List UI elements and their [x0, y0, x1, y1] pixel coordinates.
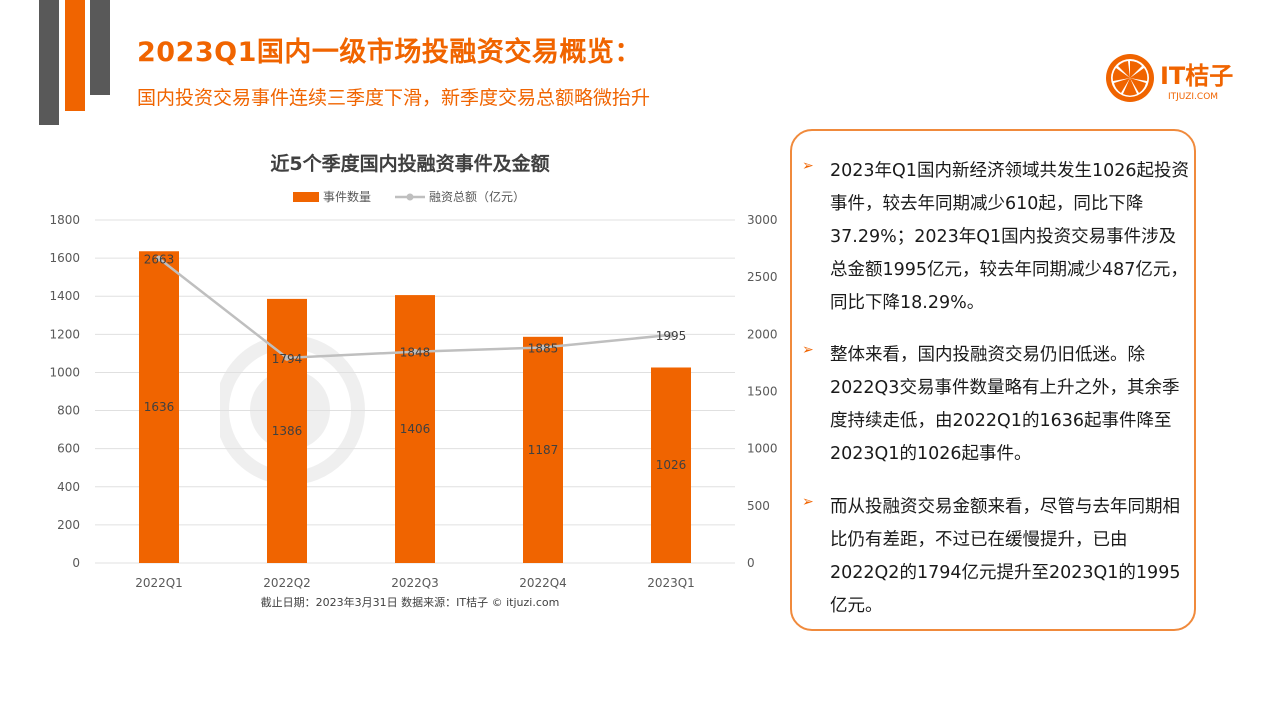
bar-2022Q3: [395, 295, 435, 563]
y-left-tick-label: 1800: [49, 213, 80, 227]
summary-bullet-2: ➢ 整体来看，国内投融资交易仍旧低迷。除2022Q3交易事件数量略有上升之外，其…: [802, 339, 1192, 471]
x-tick-label: 2022Q3: [391, 576, 439, 590]
summary-text-1: 2023年Q1国内新经济领域共发生1026起投资事件，较去年同期减少610起，同…: [830, 161, 1189, 313]
arrow-bullet-icon: ➢: [802, 494, 814, 510]
summary-panel: ➢ 2023年Q1国内新经济领域共发生1026起投资事件，较去年同期减少610起…: [790, 129, 1196, 631]
y-right-tick-label: 1500: [747, 385, 778, 399]
summary-bullet-1: ➢ 2023年Q1国内新经济领域共发生1026起投资事件，较去年同期减少610起…: [802, 155, 1192, 320]
logo-subtext: ITJUZI.COM: [1168, 92, 1219, 102]
legend-swatch-bar: [293, 192, 319, 202]
x-tick-label: 2022Q2: [263, 576, 311, 590]
y-right-tick-label: 2500: [747, 270, 778, 284]
brand-logo: IT桔子 ITJUZI.COM: [1104, 52, 1244, 108]
legend-label-line: 融资总额（亿元）: [429, 189, 525, 204]
quarterly-chart: 近5个季度国内投融资事件及金额 事件数量 融资总额（亿元） 0 200 400 600…: [49, 152, 778, 609]
line-point-2022Q1: [156, 255, 162, 262]
decor-bar-left: [39, 0, 59, 125]
line-data-label: 1848: [400, 346, 431, 360]
summary-text-2: 整体来看，国内投融资交易仍旧低迷。除2022Q3交易事件数量略有上升之外，其余季…: [830, 345, 1180, 464]
x-tick-label: 2023Q1: [647, 576, 695, 590]
chart-source-note: 截止日期：2023年3月31日 数据来源：IT桔子 © itjuzi.com: [261, 595, 560, 609]
y-right-tick-label: 1000: [747, 442, 778, 456]
line-data-label: 1794: [272, 352, 303, 366]
logo-text: IT桔子: [1160, 62, 1234, 90]
line-point-2022Q2: [284, 354, 290, 361]
y-right-tick-label: 3000: [747, 213, 778, 227]
line-point-2022Q4: [540, 344, 546, 351]
bar-2023Q1: [651, 367, 691, 563]
line-data-label: 1995: [656, 329, 687, 343]
chart-title: 近5个季度国内投融资事件及金额: [270, 152, 549, 175]
bar-2022Q4: [523, 336, 563, 563]
line-point-2023Q1: [668, 331, 674, 338]
y-left-tick-label: 1000: [49, 365, 80, 379]
x-tick-label: 2022Q4: [519, 576, 567, 590]
arrow-bullet-icon: ➢: [802, 342, 814, 358]
bar-data-label: 1187: [528, 443, 559, 457]
bar-data-label: 1386: [272, 424, 303, 438]
decor-bar-right: [90, 0, 110, 95]
decor-bar-middle: [65, 0, 85, 111]
bar-data-label: 1636: [144, 400, 175, 414]
summary-text-3: 而从投融资交易金额来看，尽管与去年同期相比仍有差距，不过已在缓慢提升，已由202…: [830, 497, 1181, 616]
bar-2022Q1: [139, 251, 179, 564]
chart-legend: 事件数量 融资总额（亿元）: [293, 189, 525, 204]
y-right-tick-label: 500: [747, 499, 770, 513]
arrow-bullet-icon: ➢: [802, 158, 814, 174]
y-left-tick-label: 1200: [49, 327, 80, 341]
y-left-tick-label: 600: [57, 442, 80, 456]
y-left-tick-label: 0: [72, 556, 80, 570]
y-left-tick-label: 1400: [49, 289, 80, 303]
summary-bullet-3: ➢ 而从投融资交易金额来看，尽管与去年同期相比仍有差距，不过已在缓慢提升，已由2…: [802, 491, 1192, 623]
line-data-label: 2663: [144, 253, 175, 267]
legend-swatch-marker: [406, 193, 414, 201]
y-left-tick-label: 200: [57, 518, 80, 532]
y-right-tick-label: 2000: [747, 327, 778, 341]
orange-slice-icon: [1106, 54, 1154, 102]
line-point-2022Q3: [412, 348, 418, 355]
page-subtitle: 国内投资交易事件连续三季度下滑，新季度交易总额略微抬升: [137, 87, 651, 109]
legend-label-bar: 事件数量: [323, 189, 371, 204]
bar-2022Q2: [267, 298, 307, 563]
x-tick-label: 2022Q1: [135, 576, 183, 590]
y-right-tick-label: 0: [747, 556, 755, 570]
bar-data-label: 1406: [400, 422, 431, 436]
y-left-tick-label: 400: [57, 480, 80, 494]
line-data-label: 1885: [528, 341, 559, 355]
page-title: 2023Q1国内一级市场投融资交易概览：: [137, 37, 642, 68]
y-left-tick-label: 1600: [49, 251, 80, 265]
bar-data-label: 1026: [656, 458, 687, 472]
y-left-tick-label: 800: [57, 404, 80, 418]
